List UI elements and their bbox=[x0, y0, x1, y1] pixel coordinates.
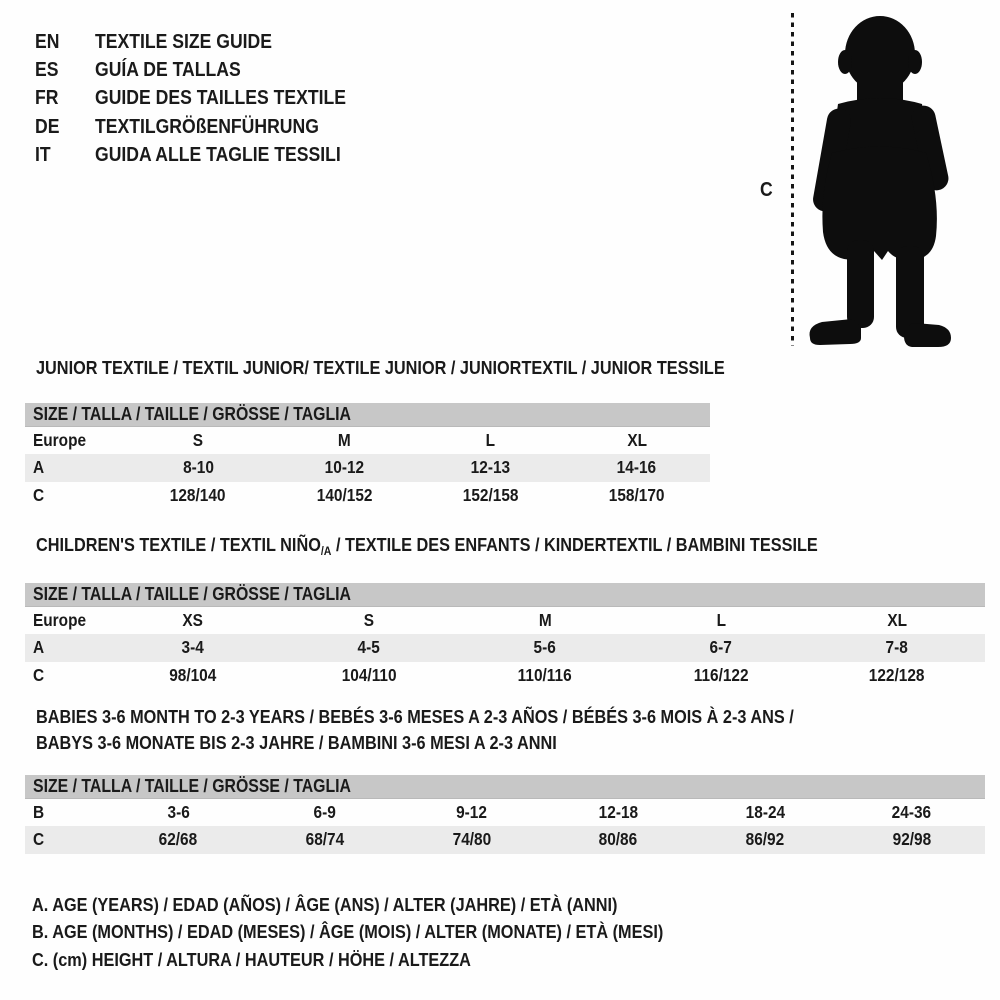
table-cell: 18-24 bbox=[745, 802, 785, 823]
table-cell: 152/158 bbox=[462, 484, 519, 505]
table-header-size: SIZE / TALLA / TAILLE / GRÖSSE / TAGLIA bbox=[25, 583, 985, 607]
section-childrens-textile: CHILDREN'S TEXTILE / TEXTIL NIÑO/A / TEX… bbox=[25, 534, 985, 689]
row-label: A bbox=[33, 457, 45, 478]
legend-line-c: C. (cm) HEIGHT / ALTURA / HAUTEUR / HÖHE… bbox=[32, 948, 471, 970]
table-row-europe: Europe XS S M L XL bbox=[25, 607, 985, 634]
table-cell: 98/104 bbox=[169, 664, 217, 685]
language-code: EN bbox=[35, 30, 60, 53]
row-label: Europe bbox=[33, 610, 87, 631]
table-cell: 8-10 bbox=[182, 457, 214, 478]
language-title: GUIDE DES TAILLES TEXTILE bbox=[95, 87, 346, 110]
table-cell: 24-36 bbox=[891, 802, 932, 823]
table-cell: XS bbox=[182, 610, 204, 631]
measure-legend: A. AGE (YEARS) / EDAD (AÑOS) / ÂGE (ANS)… bbox=[32, 891, 749, 973]
row-label: Europe bbox=[33, 430, 87, 451]
section-title: JUNIOR TEXTILE / TEXTIL JUNIOR/ TEXTILE … bbox=[36, 357, 725, 378]
table-cell: 104/110 bbox=[341, 664, 397, 685]
table-cell: 6-7 bbox=[709, 637, 733, 658]
table-cell: 4-5 bbox=[357, 637, 381, 658]
row-label: A bbox=[33, 637, 45, 658]
language-title-list: EN TEXTILE SIZE GUIDE ES GUÍA DE TALLAS … bbox=[35, 28, 380, 170]
table-cell: 110/116 bbox=[518, 664, 572, 685]
table-cell: 92/98 bbox=[892, 829, 931, 850]
table-row-height: C 62/68 68/74 74/80 80/86 86/92 92/98 bbox=[25, 826, 985, 854]
table-cell: 86/92 bbox=[745, 829, 785, 850]
height-measure-dotted-line bbox=[791, 13, 795, 346]
table-cell: 116/122 bbox=[693, 664, 749, 685]
language-code: FR bbox=[35, 87, 59, 110]
table-cell: 62/68 bbox=[159, 829, 198, 850]
row-label: B bbox=[33, 802, 45, 823]
section-title-line2: BABYS 3-6 MONATE BIS 2-3 JAHRE / BAMBINI… bbox=[36, 732, 557, 753]
table-cell: 3-6 bbox=[167, 802, 190, 823]
table-cell: L bbox=[485, 430, 496, 451]
table-cell: 128/140 bbox=[170, 484, 226, 505]
language-code: IT bbox=[35, 144, 51, 167]
language-row: EN TEXTILE SIZE GUIDE bbox=[35, 28, 380, 56]
table-header-size: SIZE / TALLA / TAILLE / GRÖSSE / TAGLIA bbox=[25, 403, 710, 427]
language-row: IT GUIDA ALLE TAGLIE TESSILI bbox=[35, 142, 380, 170]
table-cell: 12-13 bbox=[470, 457, 511, 478]
language-title: TEXTILE SIZE GUIDE bbox=[95, 30, 273, 53]
table-cell: 3-4 bbox=[181, 637, 205, 658]
table-cell: 9-12 bbox=[456, 802, 488, 823]
table-row-height: C 128/140 140/152 152/158 158/170 bbox=[25, 482, 710, 509]
legend-line-b: B. AGE (MONTHS) / EDAD (MESES) / ÂGE (MO… bbox=[32, 921, 664, 943]
height-measure-label: C bbox=[760, 179, 773, 201]
table-row-height: C 98/104 104/110 110/116 116/122 122/128 bbox=[25, 662, 985, 689]
table-row-age: A 8-10 10-12 12-13 14-16 bbox=[25, 454, 710, 482]
language-code: ES bbox=[35, 59, 59, 82]
table-cell: 6-9 bbox=[313, 802, 337, 823]
row-label: C bbox=[33, 664, 45, 685]
table-cell: XL bbox=[887, 610, 907, 631]
table-cell: 74/80 bbox=[452, 829, 491, 850]
table-cell: 158/170 bbox=[609, 484, 665, 505]
language-title: GUIDA ALLE TAGLIE TESSILI bbox=[95, 144, 341, 167]
table-cell: 80/86 bbox=[599, 829, 638, 850]
table-cell: 10-12 bbox=[324, 457, 365, 478]
row-label: C bbox=[33, 484, 45, 505]
language-row: DE TEXTILGRÖßENFÜHRUNG bbox=[35, 113, 380, 141]
table-cell: 68/74 bbox=[305, 829, 345, 850]
table-cell: 5-6 bbox=[533, 637, 557, 658]
table-row-europe: Europe S M L XL bbox=[25, 427, 710, 454]
language-row: ES GUÍA DE TALLAS bbox=[35, 56, 380, 84]
language-title: GUÍA DE TALLAS bbox=[95, 59, 241, 82]
table-cell: S bbox=[192, 430, 204, 451]
table-cell: L bbox=[716, 610, 726, 631]
table-cell: 140/152 bbox=[316, 484, 373, 505]
table-cell: M bbox=[538, 610, 552, 631]
section-junior-textile: JUNIOR TEXTILE / TEXTIL JUNIOR/ TEXTILE … bbox=[25, 357, 725, 509]
row-label: C bbox=[33, 829, 45, 850]
baby-silhouette-icon bbox=[809, 16, 951, 347]
table-header-size: SIZE / TALLA / TAILLE / GRÖSSE / TAGLIA bbox=[25, 775, 985, 799]
table-row-age: A 3-4 4-5 5-6 6-7 7-8 bbox=[25, 634, 985, 662]
section-title: CHILDREN'S TEXTILE / TEXTIL NIÑO/A / TEX… bbox=[36, 534, 818, 558]
language-row: FR GUIDE DES TAILLES TEXTILE bbox=[35, 85, 380, 113]
table-cell: 7-8 bbox=[885, 637, 909, 658]
table-cell: XL bbox=[627, 430, 647, 451]
language-title: TEXTILGRÖßENFÜHRUNG bbox=[95, 115, 319, 138]
table-cell: M bbox=[337, 430, 351, 451]
section-babies-textile: BABIES 3-6 MONTH TO 2-3 YEARS / BEBÉS 3-… bbox=[25, 704, 985, 854]
language-code: DE bbox=[35, 115, 60, 138]
table-cell: S bbox=[363, 610, 375, 631]
table-cell: 122/128 bbox=[869, 664, 925, 685]
table-cell: 14-16 bbox=[617, 457, 657, 478]
table-cell: 12-18 bbox=[598, 802, 639, 823]
table-row-age-months: B 3-6 6-9 9-12 12-18 18-24 24-36 bbox=[25, 799, 985, 826]
legend-line-a: A. AGE (YEARS) / EDAD (AÑOS) / ÂGE (ANS)… bbox=[32, 894, 618, 915]
section-title-line1: BABIES 3-6 MONTH TO 2-3 YEARS / BEBÉS 3-… bbox=[36, 706, 794, 727]
